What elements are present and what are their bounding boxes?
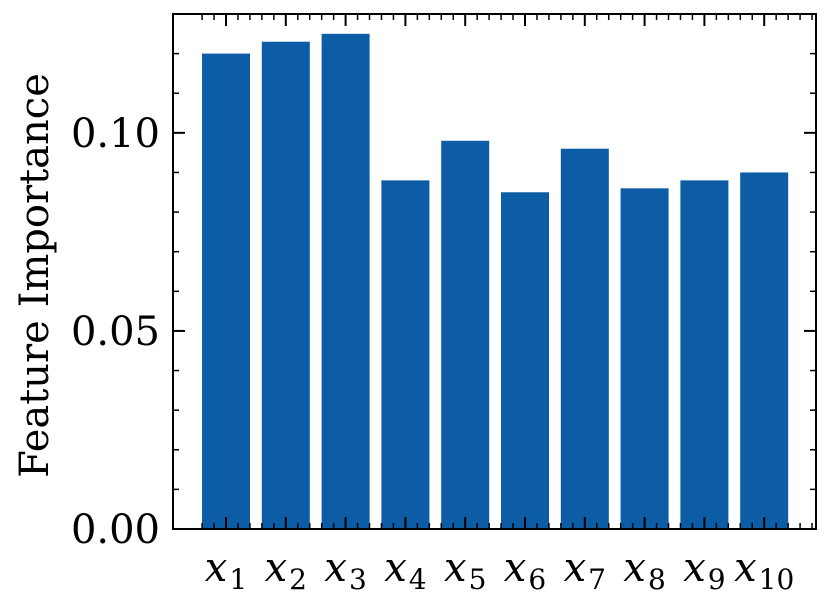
bar-9 [680,180,729,529]
x-tick-label: x10 [734,545,794,596]
bar-6 [501,192,549,529]
x-tick-label: x2 [265,545,307,596]
x-tick-label: x6 [504,545,546,596]
x-tick-label: x7 [564,545,606,596]
y-axis-label: Feature Importance [12,73,58,478]
x-tick-label: x4 [384,545,426,596]
bar-10 [740,172,789,529]
x-tick-label: x9 [683,545,725,596]
bar-8 [620,188,669,530]
y-tick-label: 0.05 [71,309,160,355]
x-tick-label: x5 [444,545,486,596]
bar-1 [202,53,250,529]
x-tick-label: x3 [324,545,366,596]
bar-5 [441,140,490,529]
x-tick-labels: x1 x2 x3 x4 x5 x6 x7 x8 x9 x10 [205,545,794,596]
bars-group [202,33,789,530]
y-tick-label: 0.00 [71,507,160,553]
x-tick-label: x1 [205,545,247,596]
bar-3 [321,33,370,530]
x-tick-label: x8 [623,545,665,596]
y-tick-label: 0.10 [71,111,160,157]
bar-4 [381,180,430,529]
y-tick-labels: 0.00 0.05 0.10 [71,111,160,553]
bar-7 [560,148,609,529]
plot-frame [172,13,817,530]
bar-2 [261,41,310,529]
